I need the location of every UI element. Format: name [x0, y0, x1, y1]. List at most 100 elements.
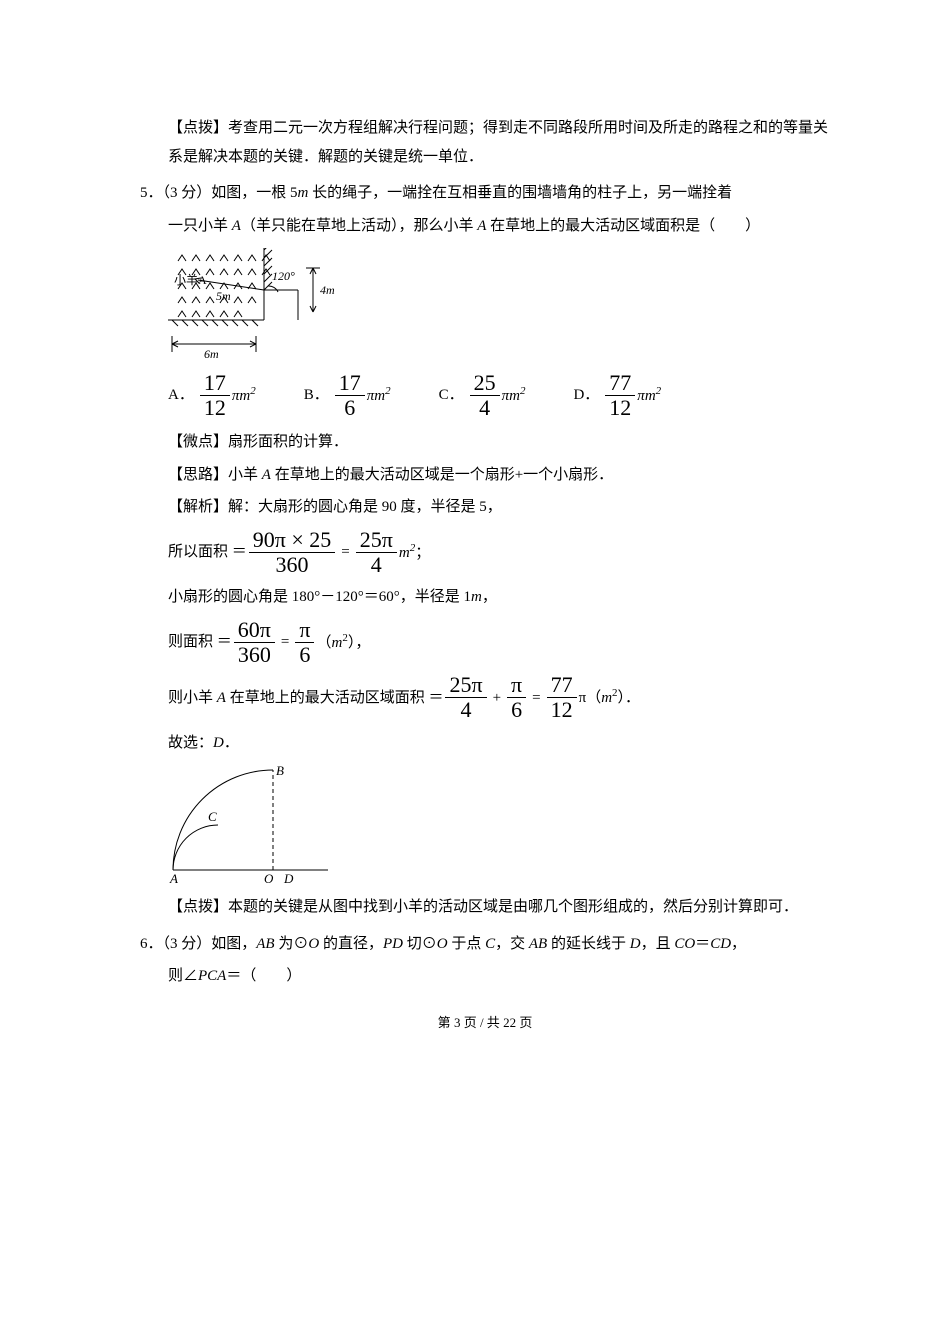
- q6-e: 于点: [448, 936, 486, 952]
- plus-sign: +: [493, 684, 501, 713]
- q5-eqf-a: 25π 4: [445, 673, 486, 722]
- q5-eqf: 则小羊 A 在草地上的最大活动区域面积 ＝ 25π 4 + π 6 = 77 1…: [140, 673, 830, 722]
- q6-O2: O: [437, 936, 448, 952]
- d2-O: O: [264, 871, 274, 885]
- q6-line2: 则∠PCA＝（ ）: [140, 962, 830, 991]
- q6-f: ，交: [495, 936, 529, 952]
- page-footer: 第 3 页 / 共 22 页: [140, 1011, 830, 1036]
- q5-hint: 【点拨】本题的关键是从图中找到小羊的活动区域是由哪几个图形组成的，然后分别计算即…: [140, 893, 830, 922]
- q4-hint: 【点拨】考查用二元一次方程组解决行程问题；得到走不同路段所用时间及所走的路程之和…: [140, 114, 830, 171]
- q5-eq1-tail: m2；: [399, 538, 430, 568]
- d2-B: B: [276, 765, 284, 778]
- q5-A2: A: [477, 218, 486, 234]
- opt-C-label: C．: [439, 381, 464, 410]
- q6-c: 的直径，: [319, 936, 383, 952]
- q6-l2b: ＝（ ）: [226, 968, 301, 984]
- page: 【点拨】考查用二元一次方程组解决行程问题；得到走不同路段所用时间及所走的路程之和…: [0, 0, 950, 1075]
- q5-eq2: 则面积 ＝ 60π 360 = π 6 （m2），: [140, 618, 830, 667]
- opt-B-frac: 17 6: [335, 371, 365, 420]
- q6-AB2: AB: [529, 936, 547, 952]
- q5-eqf-tail: π（m2）．: [579, 683, 640, 713]
- q5-eq1: 所以面积 ＝ 90π × 25 360 = 25π 4 m2；: [140, 528, 830, 577]
- q5-option-D: D． 77 12 πm2: [573, 371, 661, 420]
- q6-CO: CO: [674, 936, 695, 952]
- d1-5m: 5m: [216, 289, 231, 303]
- q6-PD: PD: [383, 936, 403, 952]
- q5-eq2-label: 则面积 ＝: [168, 628, 232, 657]
- diagram1-svg: 小羊A 120° 5m 4m 6m: [168, 248, 368, 363]
- q6-d: 切⊙: [403, 936, 437, 952]
- d1-6m: 6m: [204, 347, 219, 361]
- footer-c: 页 / 共: [460, 1015, 503, 1030]
- opt-D-label: D．: [573, 381, 599, 410]
- d2-C: C: [208, 809, 217, 824]
- q6-C: C: [485, 936, 495, 952]
- q5-eq1-l: 90π × 25 360: [249, 528, 336, 577]
- q5-eq1-label: 所以面积 ＝: [168, 538, 247, 567]
- q5-analysis-head: 【解析】解：大扇形的圆心角是 90 度，半径是 5，: [140, 493, 830, 522]
- d2-A: A: [169, 871, 178, 885]
- eq-sign: =: [532, 684, 540, 713]
- q5-l2-end: 在草地上的最大活动区域面积是（ ）: [486, 218, 760, 234]
- q6-j: ，: [731, 936, 746, 952]
- q5-eq2-l: 60π 360: [234, 618, 275, 667]
- eq-sign: =: [341, 538, 349, 567]
- q5-thinking-text: 【思路】小羊 A 在草地上的最大活动区域是一个扇形+一个小扇形．: [168, 467, 613, 483]
- opt-B-label: B．: [304, 381, 329, 410]
- q6-AB: AB: [256, 936, 274, 952]
- q5-small-sector-text: 小扇形的圆心角是 180°－120°＝60°，半径是 1m，: [168, 589, 497, 605]
- q5-thinking: 【思路】小羊 A 在草地上的最大活动区域是一个扇形+一个小扇形．: [140, 461, 830, 490]
- q5-diagram1: 小羊A 120° 5m 4m 6m: [168, 248, 830, 363]
- q6-PCA: PCA: [198, 968, 226, 984]
- q6-b: 为⊙: [275, 936, 309, 952]
- opt-C-pm2: πm2: [502, 381, 526, 411]
- q5-number: 5．（3 分）如图，一根 5: [140, 185, 298, 201]
- q5-eq2-tail: （m2），: [316, 628, 370, 658]
- q5-stem-line2: 一只小羊 A（羊只能在草地上活动），那么小羊 A 在草地上的最大活动区域面积是（…: [140, 212, 830, 241]
- d2-D: D: [283, 871, 294, 885]
- q5-eq1-r: 25π 4: [356, 528, 397, 577]
- opt-A-label: A．: [168, 381, 194, 410]
- q5-eqf-c: 77 12: [547, 673, 577, 722]
- q5-A1: A: [232, 218, 241, 234]
- q5-option-B: B． 17 6 πm2: [304, 371, 391, 420]
- q5-small-sector: 小扇形的圆心角是 180°－120°＝60°，半径是 1m，: [140, 583, 830, 612]
- q5-after-m: 长的绳子，一端拴在互相垂直的围墙墙角的柱子上，另一端拴着: [308, 185, 732, 201]
- footer-e: 页: [516, 1015, 532, 1030]
- q6-g: 的延长线于: [547, 936, 630, 952]
- q6-O1: O: [308, 936, 319, 952]
- q5-diagram2: A B C O D: [168, 765, 830, 885]
- q5-stem-line1: 5．（3 分）如图，一根 5m 长的绳子，一端拴在互相垂直的围墙墙角的柱子上，另…: [140, 179, 830, 208]
- q6-i: ＝: [695, 936, 710, 952]
- footer-d: 22: [503, 1015, 516, 1030]
- d1-120: 120°: [272, 269, 295, 283]
- opt-B-pm2: πm2: [367, 381, 391, 411]
- q5-eqf-b: π 6: [507, 673, 526, 722]
- q5-l2-pre: 一只小羊: [168, 218, 232, 234]
- q6-line1: 6．（3 分）如图，AB 为⊙O 的直径，PD 切⊙O 于点 C，交 AB 的延…: [140, 930, 830, 959]
- d1-sheepA: 小羊A: [174, 272, 207, 287]
- q5-option-A: A． 17 12 πm2: [168, 371, 256, 420]
- footer-a: 第: [438, 1015, 454, 1030]
- q6-l2a: 则∠: [168, 968, 198, 984]
- q5-l2-mid: （羊只能在草地上活动），那么小羊: [241, 218, 477, 234]
- q5-options: A． 17 12 πm2 B． 17 6 πm2 C． 25 4 πm2 D． …: [140, 371, 830, 420]
- q5-eqf-label: 则小羊 A 在草地上的最大活动区域面积 ＝: [168, 684, 443, 713]
- diagram2-svg: A B C O D: [168, 765, 338, 885]
- q6-h: ，且: [641, 936, 675, 952]
- opt-D-frac: 77 12: [605, 371, 635, 420]
- d1-4m: 4m: [320, 283, 335, 297]
- opt-C-frac: 25 4: [470, 371, 500, 420]
- q5-eq2-r: π 6: [295, 618, 314, 667]
- q6-D: D: [630, 936, 641, 952]
- q5-m: m: [298, 185, 309, 201]
- q6-CD: CD: [710, 936, 731, 952]
- q5-micro: 【微点】扇形面积的计算．: [140, 428, 830, 457]
- opt-A-frac: 17 12: [200, 371, 230, 420]
- opt-D-pm2: πm2: [637, 381, 661, 411]
- eq-sign: =: [281, 628, 289, 657]
- q5-option-C: C． 25 4 πm2: [439, 371, 526, 420]
- q5-choice: 故选：D．: [140, 729, 830, 758]
- opt-A-pm2: πm2: [232, 381, 256, 411]
- q6-a: 6．（3 分）如图，: [140, 936, 256, 952]
